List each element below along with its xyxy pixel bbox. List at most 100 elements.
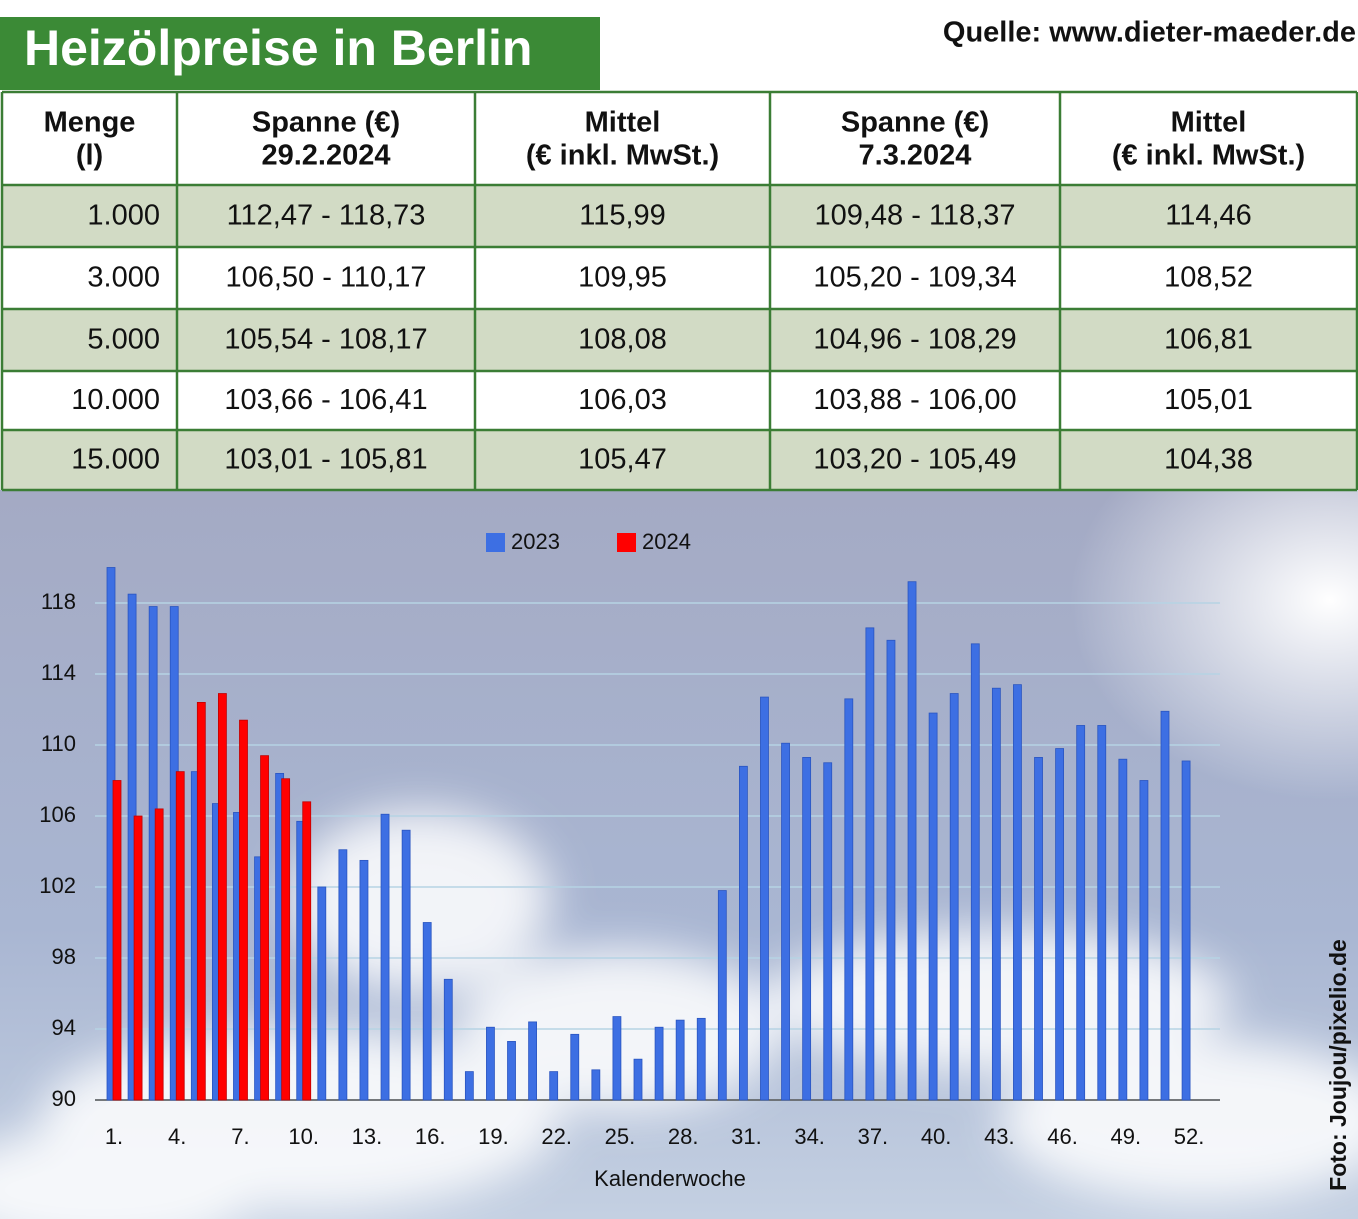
bar — [949, 693, 959, 1101]
bar — [739, 765, 748, 1101]
x-tick-label: 25. — [605, 1124, 636, 1149]
table-row-bg — [2, 185, 1357, 247]
column-header: (€ inkl. MwSt.) — [1112, 140, 1305, 172]
x-tick-label: 10. — [288, 1124, 319, 1149]
bar — [464, 1071, 474, 1101]
y-tick-label: 102 — [39, 873, 76, 898]
x-tick-label: 13. — [352, 1124, 383, 1149]
table-row-bg — [2, 430, 1357, 490]
bar — [302, 801, 312, 1101]
table-header-bg — [2, 92, 1357, 185]
source: Quelle: www.dieter-maeder.de — [943, 17, 1356, 49]
legend-swatch — [486, 533, 505, 552]
chart: 90 94 98 102 106 110 114 118 1. 4. 7. 10. 13. 16. 19. 2… — [39, 529, 1220, 1191]
bar — [401, 829, 411, 1101]
bar — [112, 780, 122, 1101]
table-cell: 103,01 - 105,81 — [224, 444, 427, 476]
column-header: Mittel — [1171, 107, 1247, 139]
bar — [696, 1017, 706, 1101]
bar — [633, 1058, 643, 1101]
column-header: (l) — [76, 140, 103, 172]
column-header: Spanne (€) — [841, 107, 989, 139]
x-tick-label: 28. — [668, 1124, 699, 1149]
x-tick-label: 16. — [415, 1124, 446, 1149]
bar — [443, 978, 453, 1101]
bar — [886, 639, 896, 1101]
table-cell: 114,46 — [1165, 200, 1252, 232]
table-cell: 103,66 - 106,41 — [224, 384, 427, 416]
x-tick-label: 49. — [1111, 1124, 1142, 1149]
table-cell: 1.000 — [87, 200, 160, 232]
table-cell: 10.000 — [71, 384, 160, 416]
bar — [802, 757, 812, 1101]
y-tick-label: 98 — [52, 944, 76, 969]
bar — [528, 1021, 537, 1101]
y-tick-label: 118 — [41, 589, 76, 614]
legend-label: 2024 — [642, 529, 691, 554]
table-cell: 104,96 - 108,29 — [813, 324, 1016, 356]
x-axis-label: Kalenderwoche — [594, 1166, 746, 1191]
x-tick-label: 1. — [105, 1124, 123, 1149]
table-cell: 109,95 — [578, 262, 667, 294]
bar — [549, 1071, 559, 1101]
bar — [507, 1041, 516, 1101]
x-tick-label: 37. — [858, 1124, 889, 1149]
bar — [928, 712, 938, 1101]
bar — [760, 696, 769, 1101]
table-cell: 15.000 — [71, 444, 160, 476]
bar — [486, 1026, 495, 1101]
table-cell: 105,01 — [1164, 384, 1253, 416]
bar — [359, 859, 369, 1101]
bar — [380, 813, 390, 1101]
bar — [570, 1033, 580, 1101]
column-header: (€ inkl. MwSt.) — [526, 140, 719, 172]
bar — [865, 627, 875, 1101]
bar — [591, 1069, 601, 1101]
bar — [1097, 725, 1107, 1101]
x-tick-label: 34. — [794, 1124, 825, 1149]
x-tick-label: 46. — [1047, 1124, 1078, 1149]
legend-label: 2023 — [511, 529, 560, 554]
x-tick-label: 4. — [168, 1124, 186, 1149]
bar — [970, 643, 980, 1101]
bar — [281, 778, 291, 1101]
title: Heizölpreise in Berlin — [24, 20, 532, 76]
table-cell: 106,03 — [578, 384, 667, 416]
table-cell: 105,47 — [578, 444, 667, 476]
column-header: 29.2.2024 — [261, 140, 390, 172]
bar — [675, 1019, 685, 1101]
y-tick-label: 114 — [41, 660, 76, 685]
bar — [823, 762, 833, 1101]
bar — [260, 755, 269, 1101]
bar — [133, 815, 143, 1101]
bar — [991, 687, 1001, 1101]
table-cell: 115,99 — [579, 200, 666, 232]
table-cell: 106,81 — [1164, 324, 1253, 356]
x-tick-label: 31. — [731, 1124, 762, 1149]
x-tick-label: 7. — [231, 1124, 249, 1149]
x-tick-label: 40. — [921, 1124, 952, 1149]
title-banner — [0, 17, 600, 90]
table-cell: 104,38 — [1164, 444, 1253, 476]
column-header: Mittel — [585, 107, 661, 139]
table-cell: 108,08 — [578, 324, 667, 356]
bar — [781, 742, 790, 1101]
bar — [1034, 757, 1043, 1101]
table-cell: 5.000 — [87, 324, 160, 356]
table-cell: 3.000 — [87, 262, 160, 294]
y-tick-label: 106 — [39, 802, 76, 827]
x-tick-label: 43. — [984, 1124, 1015, 1149]
table-cell: 105,20 - 109,34 — [813, 262, 1016, 294]
bar — [154, 808, 164, 1101]
bar — [844, 698, 854, 1101]
x-tick-label: 52. — [1174, 1124, 1205, 1149]
bar — [1013, 684, 1022, 1101]
y-tick-label: 110 — [41, 731, 76, 756]
x-tick-label: 19. — [478, 1124, 509, 1149]
bar — [317, 886, 327, 1101]
column-header: 7.3.2024 — [859, 140, 972, 172]
y-tick-label: 90 — [52, 1086, 76, 1111]
bar — [612, 1016, 622, 1101]
